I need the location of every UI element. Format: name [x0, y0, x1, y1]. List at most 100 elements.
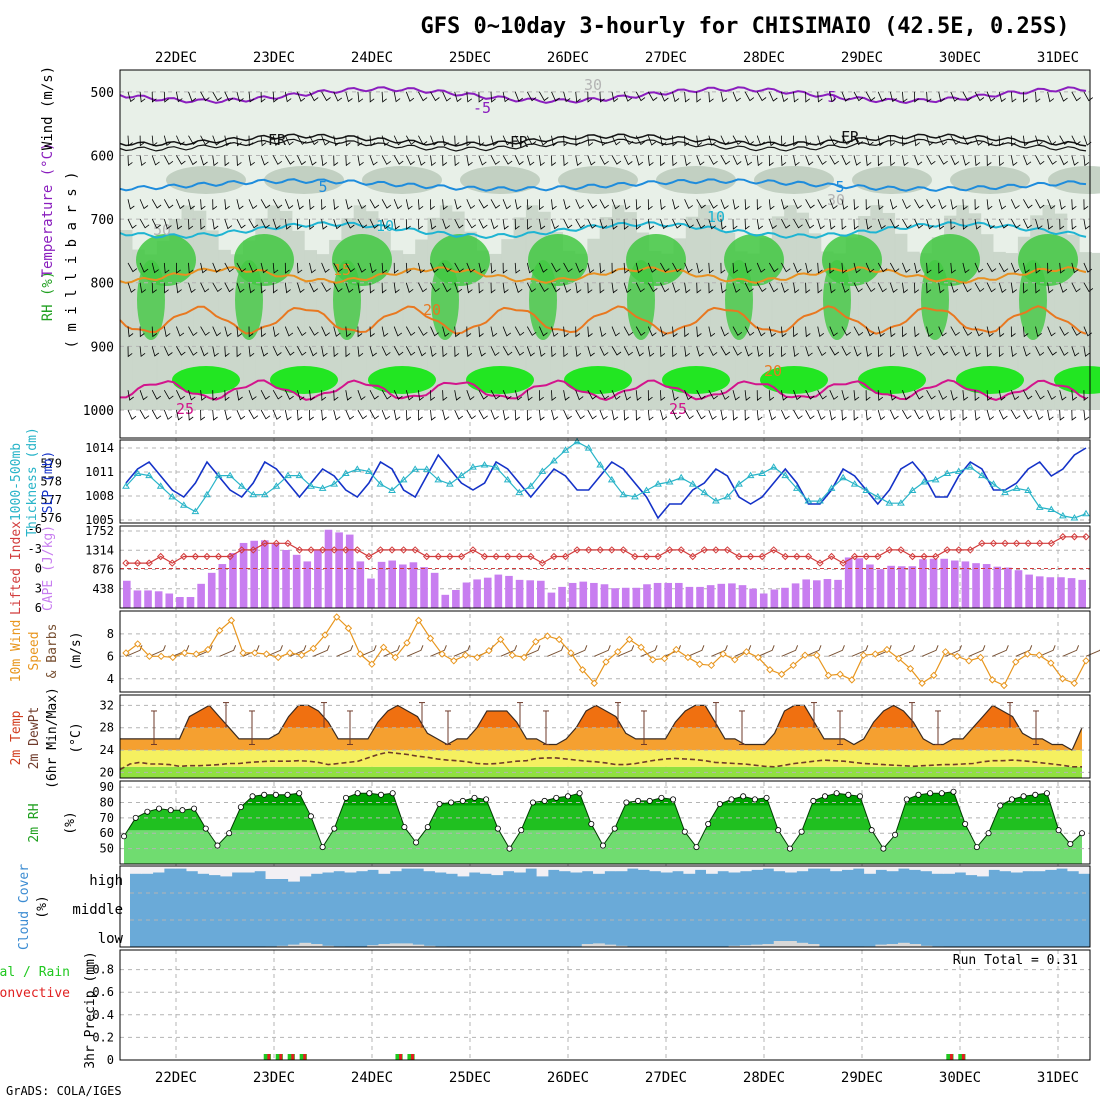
- li-tick-label: -6: [28, 522, 42, 536]
- wind-barb: [176, 409, 183, 421]
- wind-barb: [345, 346, 351, 358]
- wind-barb: [829, 390, 839, 400]
- wind-barb: [176, 199, 185, 210]
- wind10m-point: [613, 648, 622, 656]
- wind-barb: [430, 282, 440, 292]
- wind-barb: [660, 91, 669, 102]
- rh-point: [156, 805, 163, 812]
- wind-barb: [478, 91, 484, 103]
- cape-bar: [781, 587, 789, 608]
- wind-barb: [672, 91, 680, 103]
- wind10m-barb: [547, 645, 564, 657]
- cape-bar: [399, 564, 407, 608]
- li-point: [920, 552, 928, 561]
- thickness-point: [688, 480, 697, 487]
- wind-barb: [333, 326, 341, 337]
- wind10m-barb: [1015, 645, 1033, 657]
- rh-point: [366, 790, 373, 797]
- wind-barb: [212, 135, 221, 146]
- rh-bright-blob: [662, 366, 730, 394]
- wind-barb: [587, 135, 594, 147]
- wind-barb: [672, 326, 678, 338]
- wind-barb: [635, 219, 641, 230]
- li-point: [1047, 539, 1056, 548]
- wind-barb: [478, 155, 487, 166]
- footer-credit: GrADS: COLA/IGES: [6, 1084, 122, 1098]
- wind10m-point: [262, 650, 271, 658]
- wind-barb: [514, 199, 522, 210]
- wind-barb: [684, 155, 691, 167]
- li-point: [584, 546, 593, 554]
- thickness-point: [538, 467, 547, 474]
- wind-barb: [926, 282, 932, 294]
- wind-barb: [1083, 155, 1090, 167]
- li-point: [1070, 533, 1079, 541]
- rh-point: [588, 821, 595, 828]
- wind-barb: [599, 389, 610, 400]
- wind-barb: [1047, 282, 1054, 294]
- cape-bar: [802, 579, 810, 608]
- rh-point: [389, 790, 396, 797]
- wind-barb: [139, 282, 147, 294]
- rh-point: [331, 825, 338, 832]
- wind-barb: [393, 282, 400, 294]
- wind-barb: [841, 135, 852, 145]
- wind-barb: [902, 155, 909, 167]
- wind-barb: [950, 135, 961, 145]
- cloud-high-bar: [570, 866, 583, 873]
- li-point: [191, 552, 200, 561]
- wind10m-point: [532, 638, 540, 646]
- wind-barb: [200, 390, 207, 401]
- wind-barb: [381, 262, 388, 274]
- wind-barb: [490, 155, 500, 165]
- wind-barb: [938, 91, 946, 103]
- cape-bar: [993, 566, 1002, 608]
- rh-green-column: [627, 260, 655, 340]
- wind-barb: [998, 346, 1004, 358]
- cloud-high-bar: [807, 866, 820, 869]
- cape-bar: [632, 587, 641, 608]
- rh-moist-column: [193, 210, 207, 410]
- wind-barb: [551, 346, 557, 358]
- wind-barb: [284, 390, 294, 400]
- wind10m-point: [1082, 657, 1090, 665]
- temp2m-units: (°C): [69, 722, 84, 753]
- wind-barb: [611, 135, 621, 146]
- rh-point: [1079, 830, 1086, 837]
- temp2m-label-2: 2m DewPt: [27, 707, 42, 770]
- wind-barb: [720, 155, 731, 165]
- wind10m-point: [508, 651, 517, 659]
- wind-barb: [1023, 346, 1031, 357]
- wind-barb: [889, 91, 897, 103]
- wind-barb: [212, 262, 221, 273]
- rh-point: [623, 799, 630, 806]
- wind-barb: [635, 346, 644, 357]
- thickness-point: [827, 484, 836, 491]
- cape-bar: [951, 560, 959, 608]
- wind-barb: [817, 346, 827, 357]
- wind-barb: [599, 155, 609, 165]
- wind-barb: [889, 390, 897, 401]
- li-point: [203, 552, 211, 561]
- rh-point: [670, 796, 677, 803]
- cape-bar: [972, 563, 980, 608]
- li-point: [538, 559, 547, 567]
- rh-point: [541, 797, 548, 804]
- wind-barb: [805, 389, 815, 400]
- wind-barb: [587, 282, 593, 294]
- wind-barb: [1083, 262, 1093, 273]
- wind-barb: [127, 409, 137, 420]
- rh-tick-label: 70: [100, 811, 114, 825]
- wind-barb: [744, 219, 750, 230]
- cloud-high-bar: [231, 866, 244, 873]
- wind-barb: [272, 155, 283, 165]
- wind-barb: [623, 282, 632, 293]
- isotherm-freezing-second: [119, 138, 1087, 152]
- wind-barb: [1083, 91, 1094, 102]
- cape-bar: [738, 585, 747, 608]
- wind-barb: [575, 262, 584, 273]
- cloud-high-bar: [254, 866, 267, 872]
- thickness-point: [769, 463, 778, 470]
- wind-barb: [393, 390, 403, 400]
